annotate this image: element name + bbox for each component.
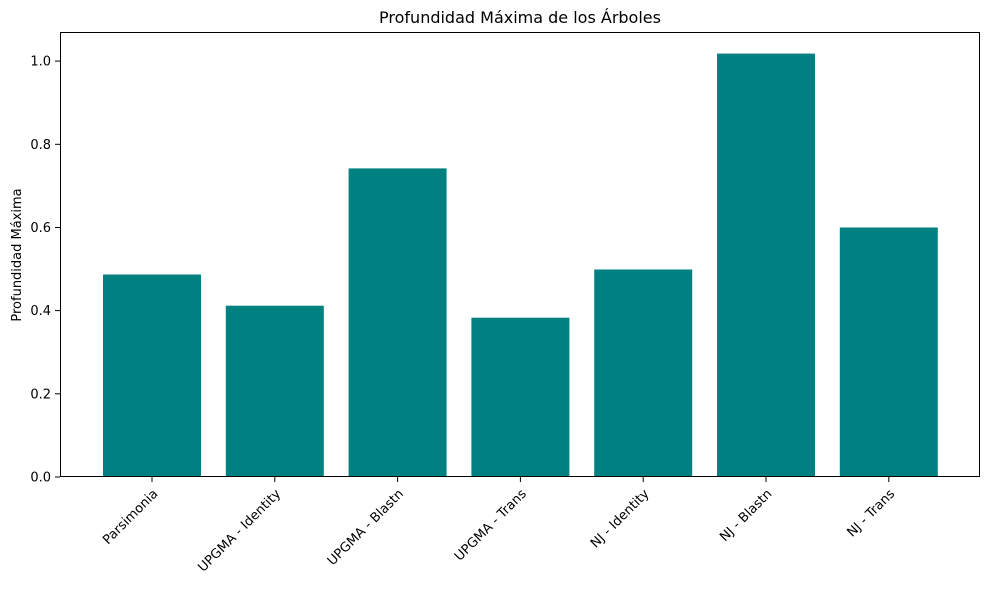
bars-group — [103, 53, 938, 477]
y-tick-label: 0.0 — [30, 471, 51, 486]
x-tick-label: UPGMA - Identity — [195, 486, 284, 575]
x-tick-label: NJ - Trans — [844, 487, 898, 541]
bar-upgma-blastn — [348, 168, 447, 477]
x-tick-label: Parsimonia — [100, 487, 161, 548]
chart-title: Profundidad Máxima de los Árboles — [379, 8, 661, 27]
x-tick-label: NJ - Identity — [588, 486, 653, 551]
y-tick-label: 0.4 — [30, 304, 51, 319]
bar-nj-blastn — [717, 53, 815, 477]
x-ticks: Parsimonia UPGMA - Identity UPGMA - Blastn… — [100, 477, 898, 575]
x-tick-label: UPGMA - Blastn — [325, 487, 407, 569]
y-ticks: 0.0 0.2 0.4 0.6 0.8 1.0 — [30, 55, 60, 486]
x-tick-label: NJ - Blastn — [717, 487, 775, 545]
bar-upgma-identity — [225, 305, 324, 477]
bar-nj-identity — [594, 269, 693, 477]
y-tick-label: 0.6 — [30, 221, 51, 236]
x-tick-label: UPGMA - Trans — [452, 487, 530, 565]
y-tick-label: 0.8 — [30, 138, 51, 153]
y-tick-label: 1.0 — [30, 55, 51, 70]
plot-frame — [60, 32, 980, 477]
y-axis-label: Profundidad Máxima — [10, 188, 25, 321]
bar-parsimonia — [103, 274, 201, 477]
bar-upgma-trans — [471, 317, 570, 477]
y-tick-label: 0.2 — [30, 387, 51, 402]
bar-nj-trans — [839, 227, 938, 477]
